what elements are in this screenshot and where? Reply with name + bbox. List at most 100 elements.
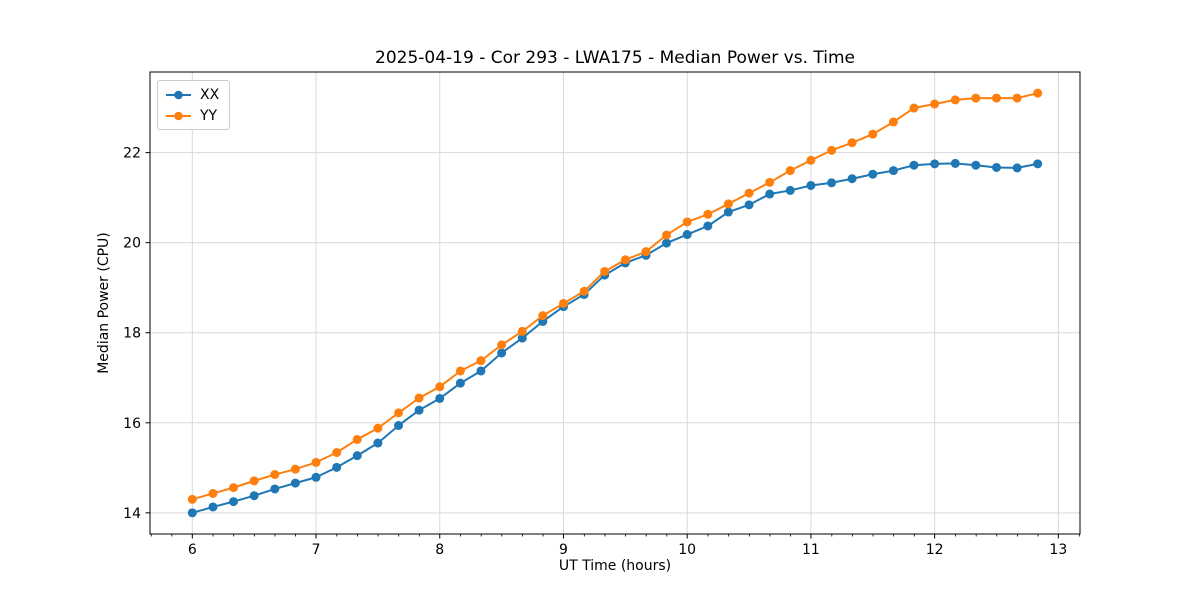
- legend-item-xx: XX: [165, 85, 219, 104]
- data-point-yy: [497, 340, 507, 350]
- data-point-xx: [806, 180, 816, 190]
- data-point-xx: [311, 472, 321, 482]
- data-point-xx: [888, 166, 898, 176]
- series-yy: [187, 88, 1043, 504]
- data-point-xx: [249, 491, 259, 501]
- data-point-yy: [332, 447, 342, 457]
- x-tick-label: 7: [312, 542, 321, 558]
- y-axis-label: Median Power (CPU): [96, 232, 112, 374]
- data-point-yy: [1033, 88, 1043, 98]
- x-tick-label: 9: [559, 542, 568, 558]
- data-point-yy: [476, 356, 486, 366]
- data-point-yy: [950, 95, 960, 105]
- data-point-yy: [682, 217, 692, 227]
- data-point-xx: [723, 207, 733, 217]
- chart-title: 2025-04-19 - Cor 293 - LWA175 - Median P…: [375, 48, 855, 68]
- legend-label-xx: XX: [200, 86, 220, 103]
- x-tick-label: 12: [926, 542, 944, 558]
- series-xx: [187, 158, 1043, 518]
- data-point-xx: [847, 174, 857, 184]
- data-point-xx: [971, 160, 981, 170]
- data-point-yy: [909, 103, 919, 113]
- tick-layer: 6 7 8 9 10 11 12 13 14 16 18 20 22: [123, 146, 1067, 558]
- y-tick-label: 14: [123, 506, 141, 522]
- data-point-yy: [703, 209, 713, 219]
- y-tick-label: 22: [123, 146, 141, 162]
- legend-label-yy: YY: [200, 107, 218, 124]
- data-point-yy: [868, 129, 878, 139]
- y-tick-label: 18: [123, 326, 141, 342]
- data-point-yy: [373, 423, 383, 433]
- data-point-xx: [497, 348, 507, 358]
- grid-layer: [150, 72, 1080, 534]
- data-point-yy: [435, 382, 445, 392]
- data-point-xx: [290, 478, 300, 488]
- data-point-xx: [1033, 159, 1043, 169]
- minor-tick-layer: [150, 534, 1080, 537]
- data-point-xx: [827, 178, 837, 188]
- axes-spines: [149, 71, 1081, 535]
- data-point-yy: [394, 408, 404, 418]
- data-point-yy: [229, 483, 239, 493]
- data-point-xx: [352, 451, 362, 461]
- data-point-xx: [270, 484, 280, 494]
- data-point-xx: [930, 159, 940, 169]
- data-point-yy: [723, 199, 733, 209]
- legend-line-marker-icon: [166, 90, 191, 99]
- legend-item-yy: YY: [165, 106, 219, 125]
- data-point-yy: [827, 145, 837, 155]
- data-point-yy: [641, 247, 651, 257]
- data-point-xx: [332, 462, 342, 472]
- x-tick-label: 11: [802, 542, 820, 558]
- data-point-yy: [187, 494, 197, 504]
- legend-line-marker-icon: [166, 111, 191, 120]
- data-point-xx: [414, 405, 424, 415]
- data-point-yy: [1012, 93, 1022, 103]
- data-point-yy: [517, 326, 527, 336]
- data-point-xx: [682, 230, 692, 240]
- data-point-xx: [765, 189, 775, 199]
- data-point-yy: [888, 117, 898, 127]
- data-point-yy: [600, 266, 610, 276]
- data-point-xx: [187, 508, 197, 518]
- data-point-xx: [1012, 163, 1022, 173]
- data-point-yy: [744, 188, 754, 198]
- legend: XX YY: [157, 80, 231, 130]
- data-point-xx: [950, 158, 960, 168]
- data-point-xx: [229, 497, 239, 507]
- data-point-xx: [662, 238, 672, 248]
- data-point-yy: [311, 457, 321, 467]
- data-point-yy: [455, 366, 465, 376]
- data-point-xx: [208, 502, 218, 512]
- data-point-yy: [930, 99, 940, 109]
- data-point-yy: [290, 464, 300, 474]
- data-point-yy: [538, 311, 548, 321]
- data-point-yy: [662, 230, 672, 240]
- data-point-yy: [620, 255, 630, 265]
- y-tick-label: 20: [123, 236, 141, 252]
- y-tick-label: 16: [123, 416, 141, 432]
- data-point-xx: [394, 420, 404, 430]
- data-point-xx: [991, 162, 1001, 172]
- data-point-xx: [868, 169, 878, 179]
- data-point-yy: [414, 393, 424, 403]
- data-point-xx: [517, 333, 527, 343]
- data-point-yy: [991, 93, 1001, 103]
- data-point-yy: [765, 177, 775, 187]
- data-point-yy: [971, 93, 981, 103]
- data-point-xx: [435, 393, 445, 403]
- data-point-xx: [909, 160, 919, 170]
- data-point-yy: [847, 138, 857, 148]
- data-point-xx: [476, 366, 486, 376]
- data-point-yy: [208, 488, 218, 498]
- data-point-xx: [744, 200, 754, 210]
- data-point-yy: [558, 298, 568, 308]
- data-point-yy: [806, 155, 816, 165]
- x-axis-label: UT Time (hours): [558, 558, 672, 574]
- data-point-yy: [579, 286, 589, 296]
- data-point-xx: [373, 438, 383, 448]
- data-point-yy: [352, 434, 362, 444]
- data-point-xx: [785, 185, 795, 195]
